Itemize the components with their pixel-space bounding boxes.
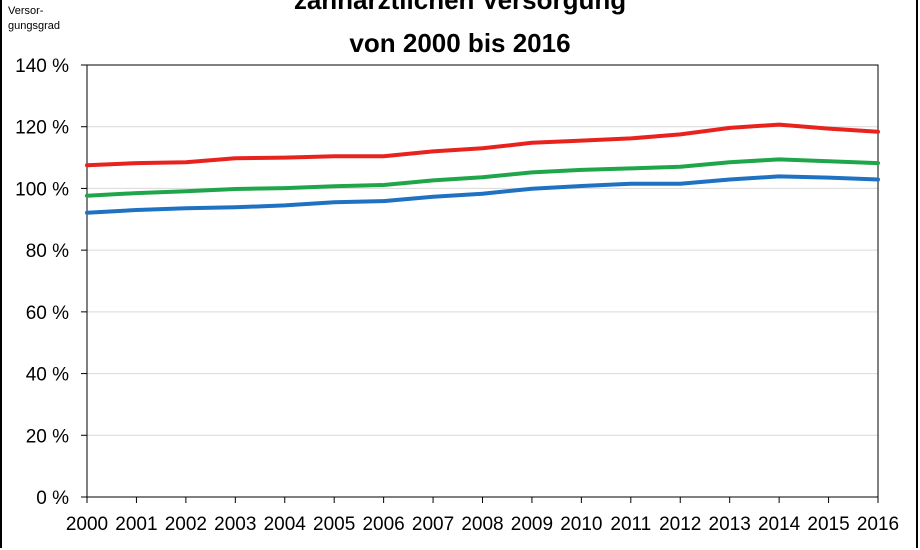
y-axis-label-line1: Versor- (8, 5, 44, 17)
x-tick-label: 2015 (807, 514, 849, 535)
y-tick-label: 0 % (36, 488, 69, 509)
x-tick-label: 2000 (66, 514, 108, 535)
x-tick-label: 2016 (857, 514, 899, 535)
x-tick-label: 2013 (709, 514, 751, 535)
series-line-1 (85, 122, 880, 168)
chart-title-line1: zahnärztlichen Versorgung (293, 0, 627, 15)
x-tick-label: 2001 (115, 514, 157, 535)
x-tick-label: 2014 (758, 514, 801, 535)
series-lines (85, 122, 880, 215)
y-tick-label: 20 % (26, 426, 69, 447)
y-axis-label-line2: gungsgrad (8, 20, 60, 32)
y-tick-label: 100 % (15, 179, 69, 200)
series-line-2 (85, 157, 880, 198)
x-tick-label: 2010 (560, 514, 602, 535)
y-tick-label: 60 % (26, 303, 69, 324)
x-tick-label: 2007 (412, 514, 454, 535)
y-axis-label: Versor- gungsgrad (8, 4, 60, 34)
y-tick-label: 40 % (26, 365, 69, 386)
x-tick-label: 2008 (461, 514, 503, 535)
y-tick-label: 120 % (15, 118, 69, 139)
gridlines (87, 64, 878, 436)
x-tick-label: 2009 (511, 514, 553, 535)
plot-border (86, 64, 879, 498)
series-line-3 (85, 174, 880, 215)
y-tick-label: 140 % (15, 56, 69, 77)
x-tick-label: 2003 (214, 514, 256, 535)
x-tick-label: 2004 (264, 514, 307, 535)
x-tick-label: 2011 (610, 514, 651, 535)
plot-axes (81, 64, 879, 503)
x-tick-label: 2002 (165, 514, 207, 535)
y-tick-labels: 0 % 20 % 40 % 60 % 80 % 100 % 120 % 140 % (15, 56, 69, 509)
x-tick-label: 2006 (362, 514, 404, 535)
x-tick-labels: 2000 2001 2002 2003 2004 2005 2006 2007 2008 2009… (66, 514, 899, 535)
chart-title-line2: von 2000 bis 2016 (349, 28, 571, 58)
x-tick-label: 2012 (659, 514, 701, 535)
x-tick-label: 2005 (313, 514, 355, 535)
y-tick-label: 80 % (26, 241, 69, 262)
